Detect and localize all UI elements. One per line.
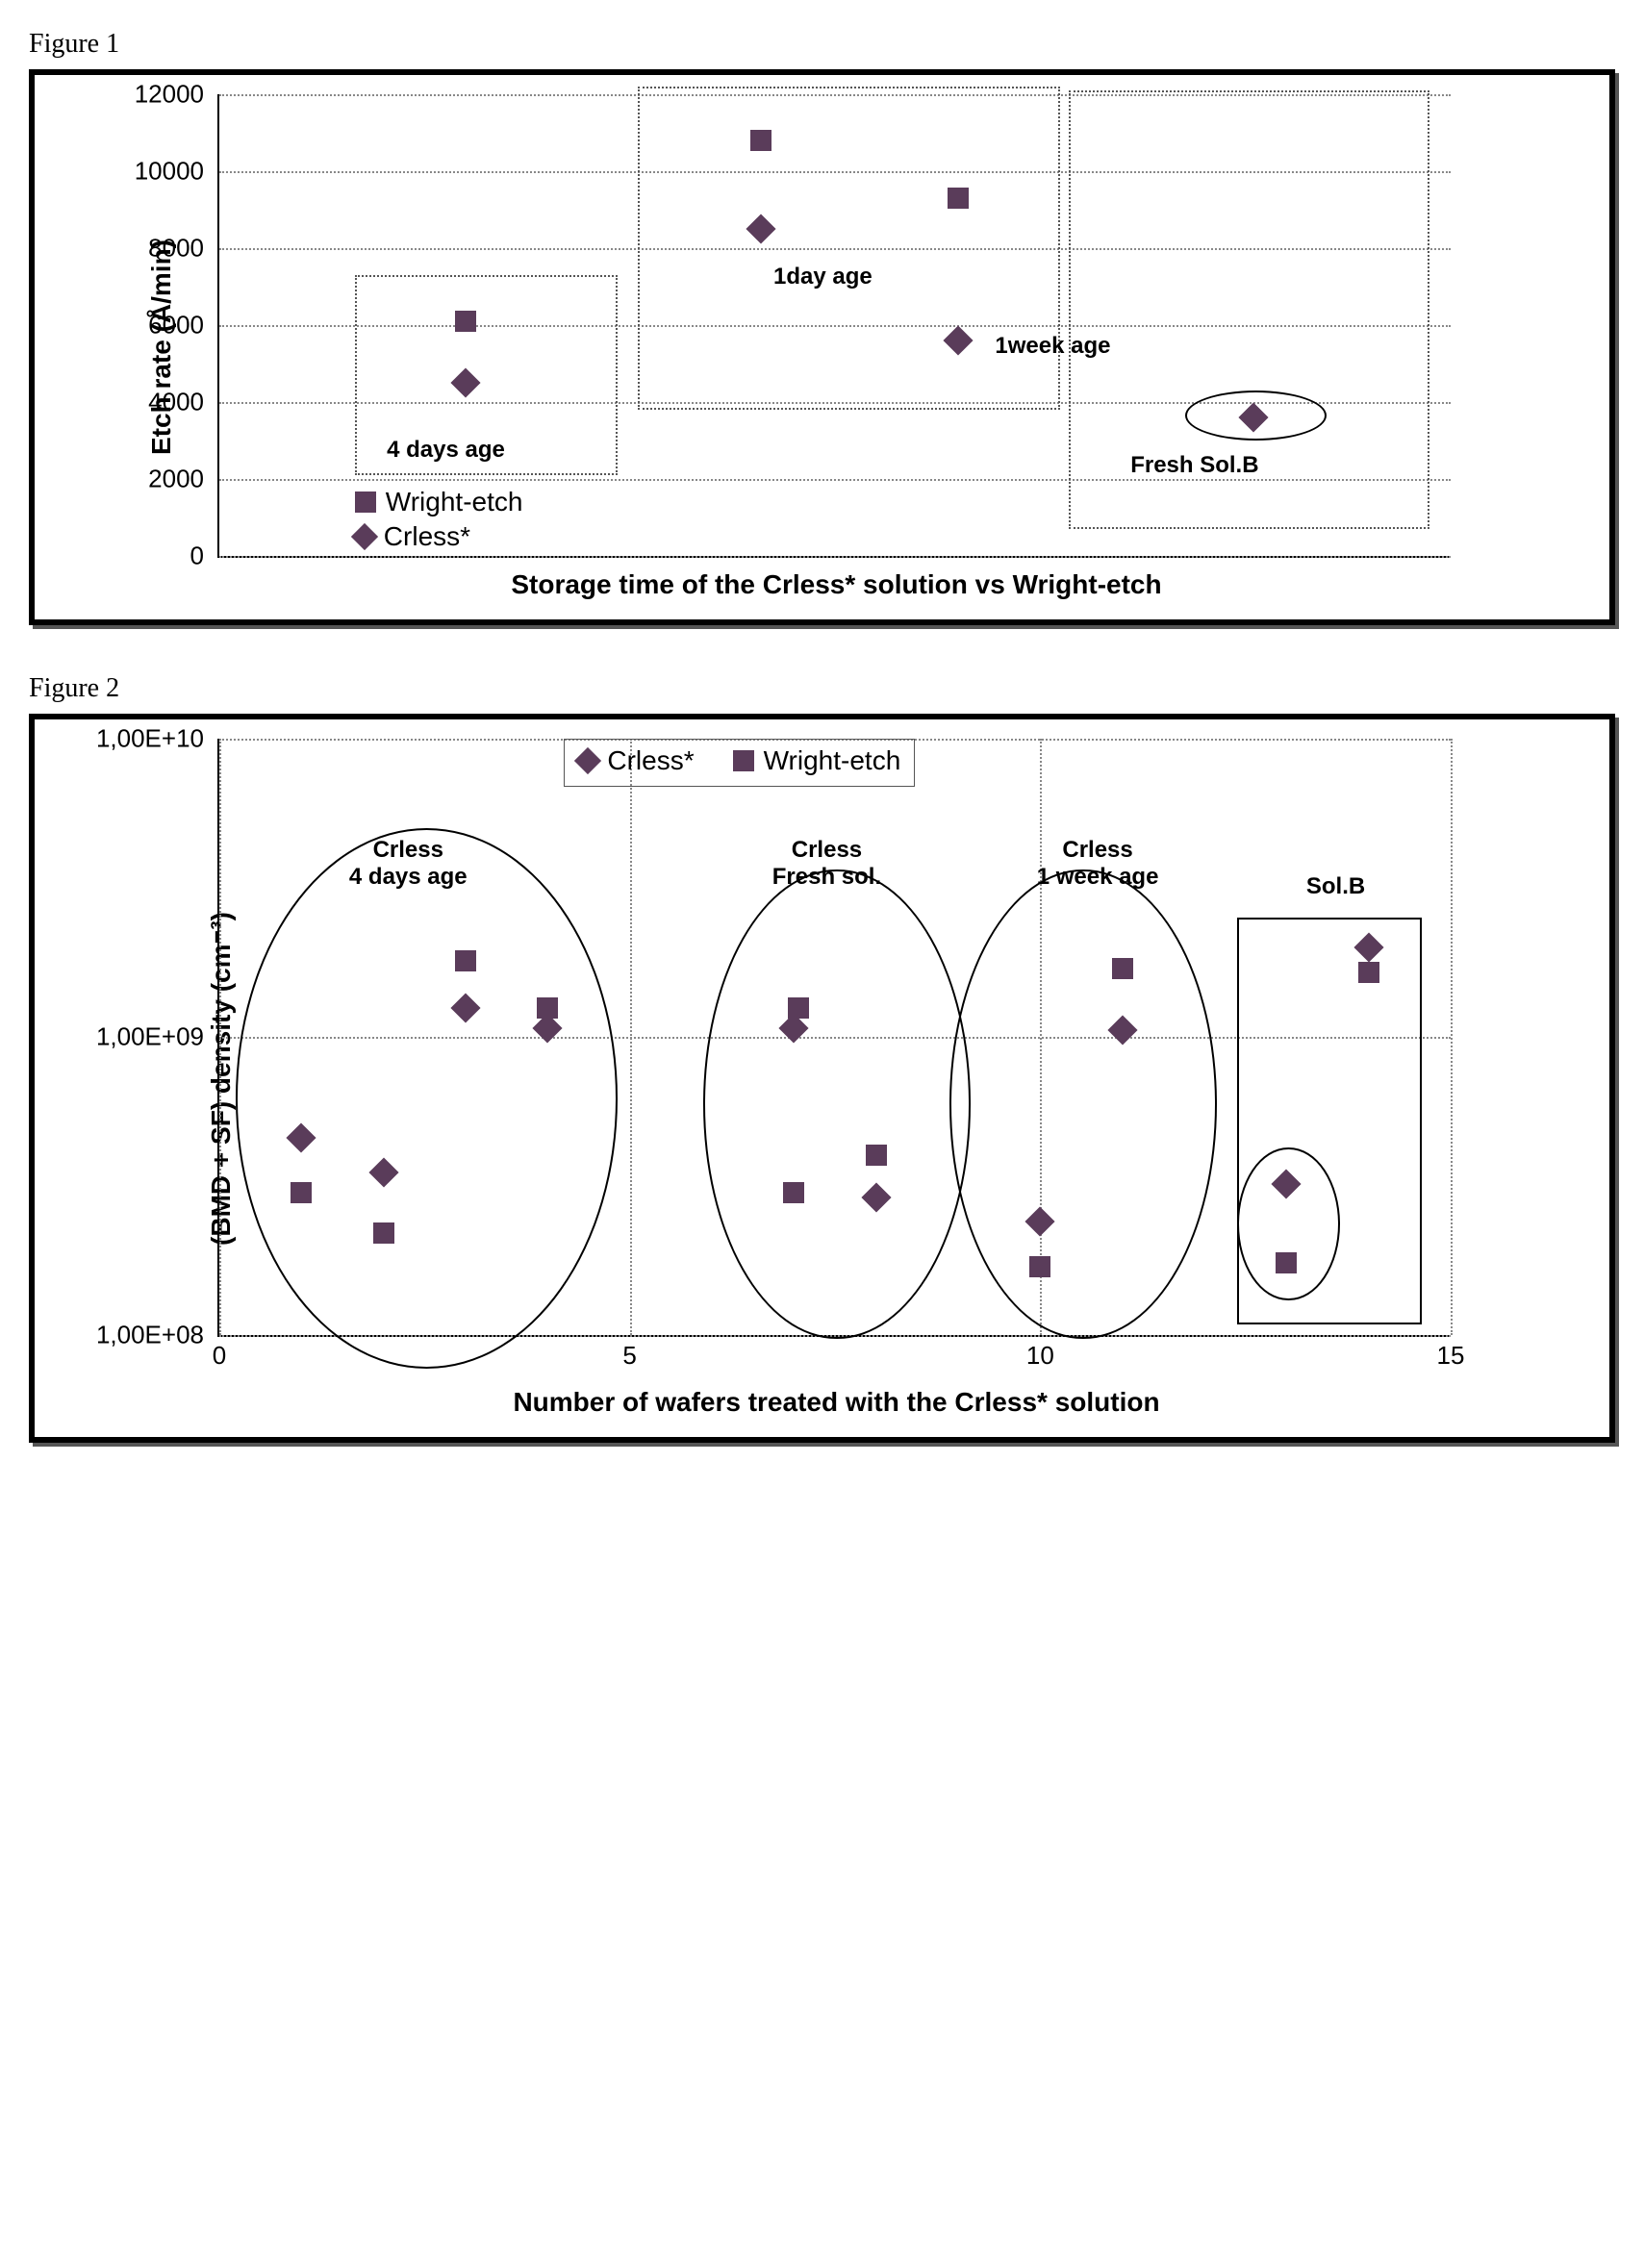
ytick-label: 1,00E+08 [69, 1321, 212, 1350]
data-point [373, 1222, 394, 1244]
xtick-label: 0 [213, 1341, 226, 1371]
annotation-text: Crless4 days age [349, 837, 468, 891]
diamond-icon [574, 747, 601, 774]
xtick-label: 5 [622, 1341, 636, 1371]
xtick-label: 15 [1437, 1341, 1465, 1371]
gridline [1451, 739, 1453, 1335]
annotation-text: 1week age [995, 333, 1110, 360]
fig1-xlabel: Storage time of the Crless* solution vs … [102, 569, 1571, 600]
legend-label: Crless* [384, 521, 470, 552]
data-point [783, 1182, 804, 1203]
diamond-icon [351, 523, 378, 550]
data-point [291, 1182, 312, 1203]
data-point [455, 950, 476, 971]
ytick-label: 0 [190, 542, 212, 571]
data-point [1276, 1252, 1297, 1273]
annotation-ellipse [236, 828, 618, 1369]
fig1-plot-area: 0200040006000800010000120004 days age1da… [217, 94, 1451, 558]
annotation-box [1237, 918, 1422, 1324]
ytick-label: 1,00E+09 [69, 1022, 212, 1052]
legend-item-wright: Wright-etch [733, 745, 901, 776]
annotation-text: 1day age [773, 264, 873, 290]
ytick-label: 8000 [148, 234, 212, 264]
data-point [750, 130, 771, 151]
fig2-xlabel: Number of wafers treated with the Crless… [102, 1387, 1571, 1418]
data-point [866, 1145, 887, 1166]
annotation-text: Fresh Sol.B [1130, 452, 1258, 479]
annotation-box [638, 87, 1060, 410]
fig1-ylabel: Etch rate (Å/min) [146, 239, 177, 455]
annotation-text: Crless1 week age [1037, 837, 1159, 891]
annotation-ellipse [949, 869, 1216, 1339]
ytick-label: 12000 [135, 80, 212, 110]
annotation-text: CrlessFresh sol. [772, 837, 881, 891]
legend: Crless* Wright-etch [564, 739, 915, 787]
annotation-text: Sol.B [1306, 873, 1365, 900]
ytick-label: 6000 [148, 311, 212, 340]
legend-item-wright: Wright-etch [355, 487, 523, 517]
fig2-plot-area: 1,00E+081,00E+091,00E+10051015Crless4 da… [217, 739, 1451, 1337]
legend-item-crless: Crless* [578, 745, 694, 776]
figure1-chart: Etch rate (Å/min) 0200040006000800010000… [29, 69, 1615, 625]
square-icon [733, 750, 754, 771]
data-point [1112, 958, 1133, 979]
figure1-label: Figure 1 [29, 29, 1615, 60]
fig1-ylabel-wrap: Etch rate (Å/min) [54, 94, 102, 600]
gridline [630, 739, 632, 1335]
data-point [948, 188, 969, 209]
legend-label: Wright-etch [764, 745, 901, 776]
data-point [455, 311, 476, 332]
legend-label: Wright-etch [386, 487, 523, 517]
xtick-label: 10 [1026, 1341, 1054, 1371]
annotation-text: 4 days age [387, 437, 505, 464]
fig2-ylabel-wrap: (BMD + SF) density (cm⁻³) [54, 739, 102, 1418]
legend: Wright-etch Crless* [355, 487, 523, 556]
legend-label: Crless* [607, 745, 694, 776]
data-point [1358, 962, 1379, 983]
ytick-label: 10000 [135, 157, 212, 187]
data-point [1029, 1256, 1050, 1277]
annotation-ellipse [703, 869, 970, 1339]
figure2-chart: (BMD + SF) density (cm⁻³) 1,00E+081,00E+… [29, 714, 1615, 1443]
ytick-label: 2000 [148, 465, 212, 494]
gridline [219, 739, 221, 1335]
legend-item-crless: Crless* [355, 521, 523, 552]
ytick-label: 1,00E+10 [69, 724, 212, 754]
figure2-label: Figure 2 [29, 673, 1615, 704]
gridline [219, 556, 1451, 558]
ytick-label: 4000 [148, 388, 212, 417]
square-icon [355, 491, 376, 513]
